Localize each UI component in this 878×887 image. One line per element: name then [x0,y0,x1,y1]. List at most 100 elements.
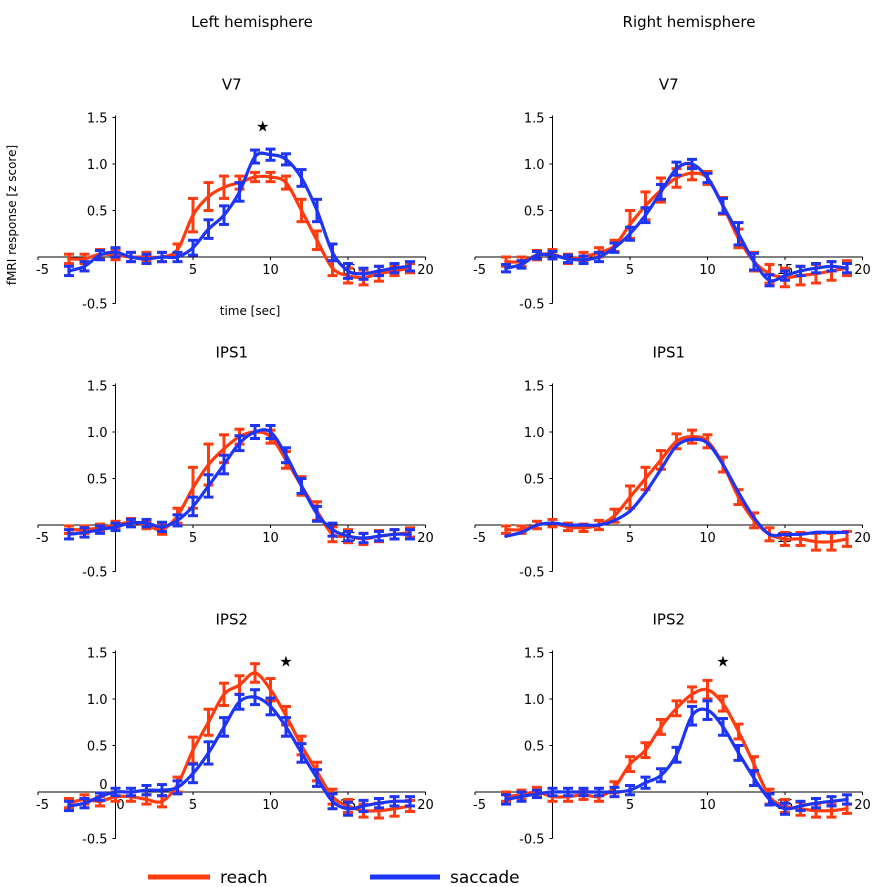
data-point [767,532,772,537]
data-point [643,748,648,752]
data-point [721,462,725,467]
data-point [736,231,741,236]
data-point [330,799,335,804]
data-point [674,444,679,448]
data-point [222,185,226,190]
data-point [330,250,335,255]
data-point [705,441,710,445]
data-point [783,537,787,541]
y-tick-label: 1.5 [524,380,545,395]
data-point [315,776,319,780]
significance-marker: ★ [279,653,292,671]
data-point [284,157,288,162]
data-point [191,504,195,509]
y-axis-label: fMRI response [z score] [5,145,19,285]
data-point [643,213,648,217]
data-point [814,530,818,535]
y-tick-label: 0.5 [87,473,108,488]
data-point [690,692,694,697]
data-point [845,797,849,802]
data-point [829,539,834,544]
data-point [330,527,335,532]
data-point [253,671,257,675]
y-tick-label: 0.5 [87,205,108,220]
data-point [814,539,818,544]
y-tick-label: 1.5 [87,112,108,127]
data-point [721,701,725,706]
data-point [519,794,524,799]
x-tick-label: 5 [189,263,197,278]
series-line-saccade [505,437,847,538]
x-tick-label: 20 [854,798,871,813]
data-point [845,266,849,270]
data-point [504,259,508,264]
data-point [612,518,617,523]
data-point [346,269,350,273]
x-tick-label: 10 [262,798,279,813]
data-point [798,532,803,537]
data-point [845,806,849,811]
y-tick-label: 1.5 [524,647,545,662]
data-point [659,725,663,729]
data-point [222,213,226,217]
data-point [144,788,149,792]
data-point [767,278,772,283]
panel-title: V7 [659,76,679,94]
series-line-reach [505,171,848,280]
data-point [597,523,601,527]
data-point [736,751,741,755]
data-point [98,794,102,799]
data-point [237,683,242,687]
y-tick-label: -0.5 [519,298,544,313]
data-point [191,748,195,752]
data-point [659,773,663,778]
panel-title: IPS2 [215,611,248,629]
data-point [504,527,508,532]
data-point [377,534,381,538]
data-point [705,687,710,692]
data-point [113,250,118,255]
data-point [82,530,87,535]
data-point [535,253,539,257]
panel-title: V7 [222,76,242,94]
data-point [268,687,273,692]
data-point [581,523,586,527]
data-point [237,441,242,445]
series-saccade [501,699,852,816]
panel-0: V7-551015201.51.00.5-0.5★ [36,76,434,313]
data-point [566,790,570,794]
data-point [721,204,725,208]
x-tick-label: -5 [473,263,486,278]
data-point [160,255,164,259]
data-point [408,532,412,537]
data-point [299,208,304,213]
data-point [752,515,756,520]
data-point [160,525,164,529]
data-point [814,801,818,805]
y-tick-label: 0.5 [87,740,108,755]
data-point [783,806,787,811]
data-point [504,534,508,538]
data-point [346,534,350,538]
data-point [361,271,366,276]
data-point [674,753,679,757]
data-point [690,434,694,439]
data-point [566,257,570,261]
data-point [222,692,226,697]
data-point [253,430,257,434]
data-point [299,751,304,755]
data-point [222,725,226,729]
significance-marker: ★ [716,653,729,671]
data-point [361,536,366,540]
data-point [268,152,273,157]
data-point [752,762,756,766]
y-tick-label: 1.0 [524,158,545,173]
data-point [144,257,149,261]
x-tick-label: 10 [262,531,279,546]
data-point [674,166,679,171]
data-point [67,269,71,273]
data-point [206,720,211,725]
data-point [504,797,508,802]
data-point [829,530,834,535]
data-point [752,776,756,780]
